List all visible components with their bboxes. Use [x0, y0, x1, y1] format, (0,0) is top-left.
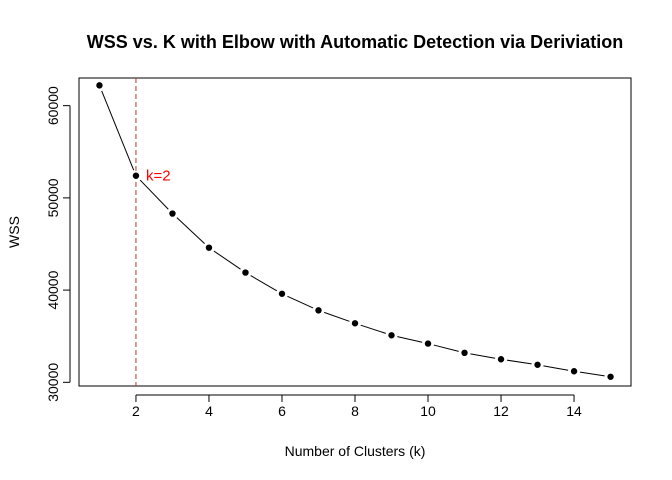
plot-area: 2 4 6 8 10 12 14 30000 40000 50000 60000 k=2	[45, 77, 632, 419]
data-point-k12	[497, 356, 505, 363]
x-tick-label-10: 10	[420, 403, 436, 419]
series-segment-6	[287, 295, 314, 309]
series-segment-9	[397, 336, 423, 343]
data-point-k5	[242, 269, 249, 276]
x-tick-label-4: 4	[205, 403, 213, 419]
data-point-k14	[570, 368, 578, 375]
series-segment-3	[176, 217, 205, 244]
x-tick-label-6: 6	[278, 403, 286, 419]
data-point-k8	[351, 320, 359, 327]
data-point-k1	[96, 82, 103, 89]
series-segment-2	[139, 179, 169, 210]
series-segment-12	[506, 359, 532, 365]
y-tick-label-40000: 40000	[45, 270, 61, 309]
series-segment-10	[433, 344, 459, 352]
data-point-k13	[534, 361, 541, 368]
series-segment-11	[470, 353, 496, 359]
data-point-k11	[461, 349, 468, 357]
y-tick-label-30000: 30000	[45, 363, 61, 402]
data-point-k7	[315, 307, 322, 314]
data-point-k15	[607, 373, 614, 380]
x-tick-label-14: 14	[566, 403, 582, 419]
data-point-k4	[205, 244, 213, 251]
data-point-k6	[278, 290, 286, 297]
series-segment-4	[213, 250, 241, 270]
data-point-k10	[424, 340, 432, 347]
y-axis-label: WSS	[6, 216, 22, 248]
elbow-annotation: k=2	[146, 168, 171, 185]
x-tick-label-8: 8	[351, 403, 359, 419]
series-segment-5	[250, 275, 278, 292]
series-segment-1	[101, 90, 135, 171]
y-tick-label-60000: 60000	[45, 86, 61, 125]
x-tick-label-2: 2	[132, 403, 140, 419]
series-segment-14	[579, 371, 605, 377]
y-tick-label-50000: 50000	[45, 178, 61, 217]
series-segment-7	[323, 311, 350, 322]
series-segment-13	[543, 365, 569, 371]
chart-title: WSS vs. K with Elbow with Automatic Dete…	[87, 32, 623, 52]
data-point-k3	[169, 210, 176, 217]
data-point-k9	[388, 332, 395, 339]
plot-frame	[78, 77, 632, 387]
x-tick-label-12: 12	[493, 403, 509, 419]
series-segment-8	[360, 324, 386, 334]
data-point-k2	[132, 172, 140, 179]
x-axis-label: Number of Clusters (k)	[285, 443, 426, 459]
